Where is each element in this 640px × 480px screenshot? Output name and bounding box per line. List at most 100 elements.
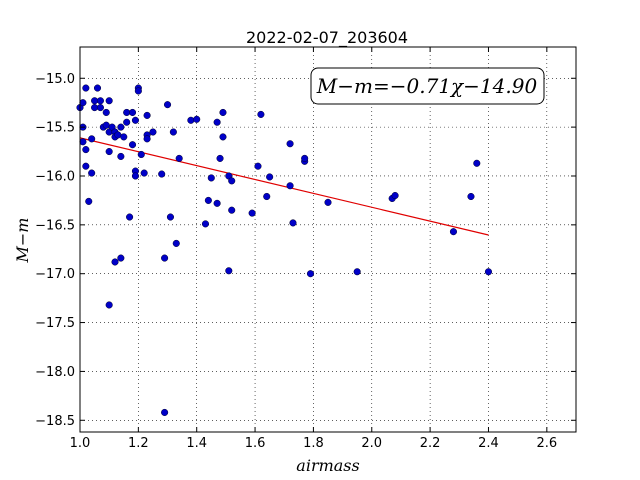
data-point (105, 301, 113, 309)
data-point (213, 118, 221, 126)
x-tick-label: 2.2 (420, 436, 441, 451)
data-point (225, 267, 233, 275)
data-point (120, 133, 128, 141)
y-tick-label: −18.0 (35, 365, 75, 380)
data-point (216, 154, 224, 162)
y-tick-label: −17.5 (35, 316, 75, 331)
data-point (117, 123, 125, 131)
data-point (143, 111, 151, 119)
y-tick-labels: −15.0 −15.5 −16.0 −16.5 −17.0 −17.5 −18.0 −18.5 (35, 72, 75, 429)
data-point (105, 148, 113, 156)
data-point (228, 206, 236, 214)
fit-equation-box: M−m=−0.71χ−14.90 (310, 67, 545, 105)
x-tick-label: 1.6 (245, 436, 266, 451)
data-point (158, 170, 166, 178)
data-point (82, 84, 90, 92)
data-point (219, 133, 227, 141)
data-point (128, 141, 137, 149)
x-axis-label: airmass (296, 456, 359, 475)
data-point (117, 152, 125, 160)
data-point (131, 172, 139, 180)
data-point (96, 97, 104, 105)
x-tick-label: 1.0 (70, 436, 91, 451)
data-point (161, 408, 169, 417)
data-point (126, 213, 134, 221)
x-tick-label: 2.6 (536, 436, 557, 451)
data-point (111, 258, 119, 266)
data-point (128, 108, 137, 117)
y-tick-label: −16.0 (35, 169, 75, 184)
data-point (137, 150, 145, 159)
data-points (76, 84, 493, 417)
y-tick-label: −18.5 (35, 414, 75, 429)
x-tick-label: 1.4 (186, 436, 207, 451)
data-point (117, 254, 125, 262)
data-point (88, 135, 96, 143)
data-point (105, 97, 113, 105)
data-point (88, 169, 96, 177)
data-point (82, 146, 90, 154)
data-point (140, 169, 148, 177)
data-point (79, 138, 87, 146)
data-point (163, 101, 172, 109)
data-point (187, 116, 195, 124)
data-point (306, 270, 315, 278)
data-point (228, 177, 236, 185)
x-tick-labels: 1.0 1.2 1.4 1.6 1.8 2.0 2.2 2.4 2.6 (70, 436, 558, 451)
y-axis-label: M−m (13, 218, 32, 264)
data-point (134, 87, 142, 95)
x-tick-label: 1.2 (128, 436, 149, 451)
data-point (286, 182, 294, 190)
data-point (213, 199, 221, 207)
data-point (301, 154, 309, 162)
data-point (289, 219, 297, 227)
data-point (131, 116, 139, 124)
plot-frame (79, 46, 577, 433)
y-tick-label: −17.0 (35, 267, 75, 282)
y-tick-label: −15.5 (35, 121, 75, 136)
data-point (93, 84, 102, 92)
data-point (207, 174, 215, 182)
data-point (79, 99, 87, 107)
data-point (324, 198, 332, 206)
data-point (484, 268, 493, 276)
data-point (204, 196, 212, 204)
data-point (263, 192, 271, 201)
data-point (353, 268, 361, 276)
data-point (257, 110, 265, 118)
data-point (467, 192, 475, 201)
data-point (172, 239, 180, 247)
data-point (266, 173, 274, 181)
data-point (254, 162, 262, 170)
axis-ticks (79, 47, 576, 432)
data-point (391, 191, 399, 200)
data-point (166, 213, 174, 221)
y-tick-label: −16.5 (35, 218, 75, 233)
data-point (248, 209, 256, 217)
data-point (193, 115, 201, 123)
x-tick-label: 2.4 (478, 436, 499, 451)
x-tick-label: 2.0 (361, 436, 382, 451)
data-point (473, 159, 481, 167)
data-point (149, 128, 157, 136)
fit-line (79, 137, 489, 236)
x-tick-label: 1.8 (303, 436, 324, 451)
data-point (201, 220, 210, 228)
data-point (449, 228, 458, 236)
data-point (161, 254, 169, 262)
fit-equation: M−m=−0.71χ−14.90 (316, 74, 538, 98)
data-point (169, 128, 177, 136)
y-tick-label: −15.0 (35, 72, 75, 87)
data-point (123, 118, 131, 126)
data-point (286, 140, 294, 148)
data-point (96, 104, 104, 112)
data-point (143, 135, 151, 143)
data-point (175, 154, 183, 162)
data-point (219, 108, 227, 117)
data-point (85, 197, 93, 205)
fit-line-segment (79, 137, 489, 236)
chart-title: 2022-02-07_203604 (246, 28, 408, 48)
data-point (82, 162, 90, 170)
data-point (102, 108, 110, 117)
